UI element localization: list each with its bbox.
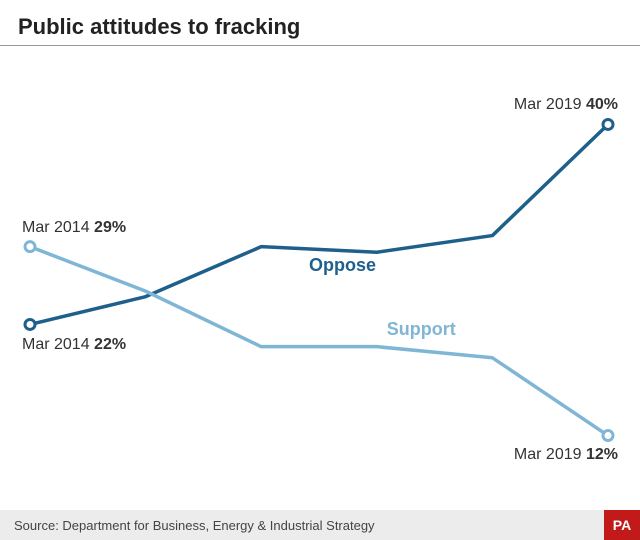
chart-title: Public attitudes to fracking [18,14,300,40]
series-label-support: Support [387,319,456,340]
title-rule [0,45,640,46]
source-text: Source: Department for Business, Energy … [14,518,375,533]
series-label-oppose: Oppose [309,255,376,276]
pa-badge: PA [604,510,640,540]
chart-card: Public attitudes to fracking Oppose Supp… [0,0,640,540]
label-oppose-end: Mar 2019 40% [514,96,618,114]
chart-title-text: Public attitudes to fracking [18,14,300,39]
footer-bar: Source: Department for Business, Energy … [0,510,640,540]
label-oppose-start: Mar 2014 22% [22,336,126,354]
label-support-end: Mar 2019 12% [514,446,618,464]
label-support-start: Mar 2014 29% [22,219,126,237]
